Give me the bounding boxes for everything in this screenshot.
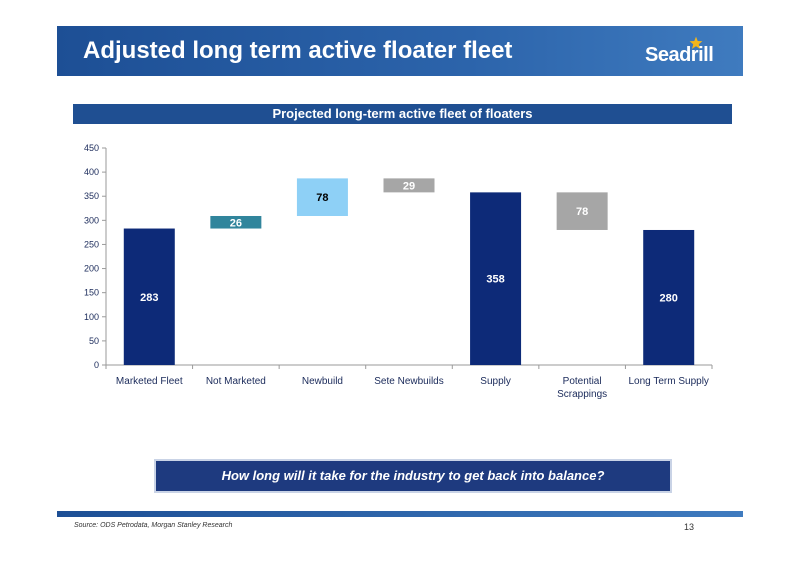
x-tick-label: Potential [563,376,602,387]
bar [556,192,608,230]
y-tick-label: 200 [84,264,99,274]
data-label: 26 [230,217,242,229]
bar [383,178,435,193]
bar [643,229,695,365]
data-label: 283 [140,292,158,304]
x-tick-label: Long Term Supply [629,376,709,387]
y-tick-label: 350 [84,191,99,201]
y-tick-label: 450 [84,143,99,153]
seadrill-logo: Seadrill [645,36,725,68]
page-title: Adjusted long term active floater fleet [83,37,513,64]
source-note: Source: ODS Petrodata, Morgan Stanley Re… [74,522,233,529]
data-label: 78 [316,192,328,204]
page-number: 13 [684,522,695,532]
y-tick-label: 50 [89,336,99,346]
bar [210,215,262,229]
x-tick-label: Marketed Fleet [116,376,183,387]
x-tick-label: Supply [480,376,511,387]
y-tick-label: 100 [84,312,99,322]
x-tick-label: Newbuild [302,376,343,387]
y-tick-label: 400 [84,167,99,177]
footer-bar [57,511,743,517]
bar [123,228,175,365]
y-tick-label: 250 [84,239,99,249]
y-tick-label: 300 [84,215,99,225]
chart-title: Projected long-term active fleet of floa… [73,104,732,124]
bar [296,178,348,216]
data-label: 358 [486,274,504,286]
y-tick-label: 150 [84,288,99,298]
bar [470,192,522,365]
header-banner: Adjusted long term active floater fleet … [57,26,743,76]
data-label: 29 [403,180,415,192]
y-tick-label: 0 [94,360,99,370]
data-label: 78 [576,206,588,218]
x-tick-label: Sete Newbuilds [374,376,443,387]
data-label: 280 [660,292,678,304]
star-icon [689,36,703,49]
x-tick-label: Scrappings [557,389,607,400]
callout-question: How long will it take for the industry t… [154,459,672,493]
logo-text: Seadrill [645,44,714,66]
x-tick-label: Not Marketed [206,376,266,387]
